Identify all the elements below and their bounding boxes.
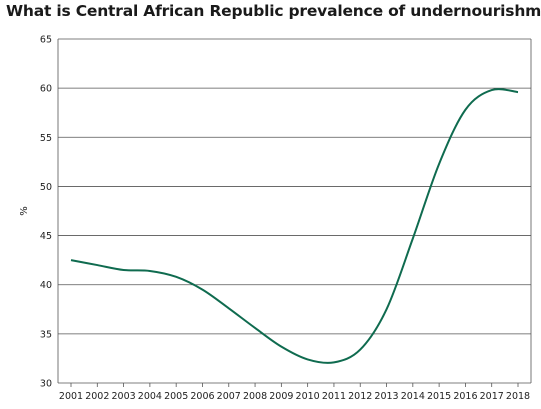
y-tick-label: 60 [40,84,52,95]
y-tick-label: 35 [40,329,52,340]
grid-lines [57,38,532,384]
x-tick-label: 2011 [322,391,346,402]
data-point [174,275,178,279]
x-tick-label: 2017 [480,391,504,402]
x-tick-label: 2003 [111,391,135,402]
data-point [490,88,494,92]
y-tick-label: 45 [40,231,52,242]
series-line [70,88,519,364]
data-point [148,269,152,273]
x-tick-label: 2004 [138,391,162,402]
x-tick-label: 2012 [348,391,372,402]
data-point [332,360,336,364]
x-axis-ticks: 2001 2002 2003 2004 2005 2006 2007 2008 2009 2010… [59,383,530,402]
data-point [306,357,310,361]
x-tick-label: 2010 [296,391,320,402]
x-tick-label: 2009 [269,391,293,402]
x-tick-label: 2001 [59,391,83,402]
y-tick-label: 65 [40,35,52,46]
x-tick-label: 2015 [427,391,451,402]
data-point [227,306,231,310]
series-group [69,88,520,364]
y-tick-label: 55 [40,133,52,144]
y-axis-label: % [19,206,30,216]
x-tick-label: 2005 [164,391,188,402]
data-point [122,268,126,272]
y-tick-label: 30 [40,379,52,390]
data-point [516,90,520,94]
x-tick-label: 2014 [401,391,425,402]
data-point [463,108,467,112]
x-tick-label: 2008 [243,391,267,402]
data-point [385,307,389,311]
data-point [358,348,362,352]
data-point [253,326,257,330]
data-point [411,237,415,241]
chart-title: What is Central African Republic prevale… [6,2,541,20]
data-point [437,162,441,166]
data-point [279,345,283,349]
x-tick-label: 2002 [85,391,109,402]
x-tick-label: 2018 [506,391,530,402]
x-tick-label: 2006 [190,391,214,402]
data-point [200,288,204,292]
y-axis-ticks: 30 35 40 45 50 55 60 65 [40,35,52,390]
data-point [69,258,73,262]
x-tick-label: 2013 [374,391,398,402]
data-point [95,263,99,267]
y-tick-label: 50 [40,182,52,193]
x-tick-label: 2007 [217,391,241,402]
x-tick-label: 2016 [453,391,477,402]
y-tick-label: 40 [40,280,52,291]
